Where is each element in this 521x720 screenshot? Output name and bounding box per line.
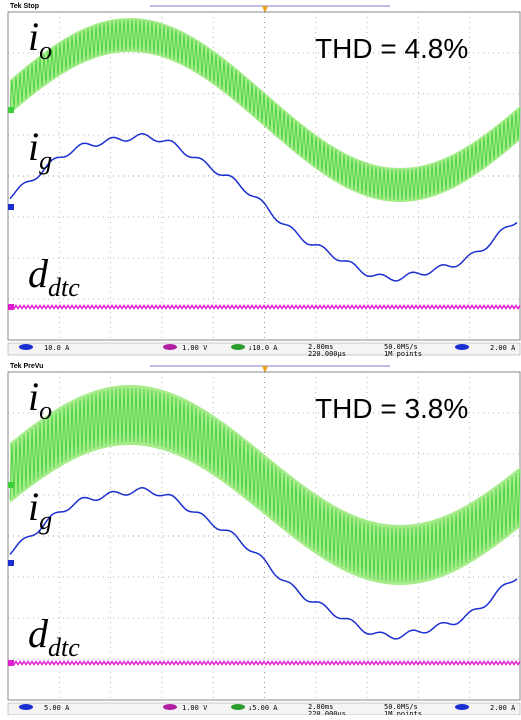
signal-label: ddtc: [28, 611, 80, 662]
signal-subscript: o: [39, 36, 52, 65]
record-length: 1M points: [384, 710, 422, 715]
signal-label: io: [28, 14, 52, 65]
signal-symbol: i: [28, 14, 39, 59]
signal-subscript: dtc: [48, 633, 80, 662]
record-length: 1M points: [384, 350, 422, 358]
delay: 220.000µs: [308, 710, 346, 715]
channel-marker: [8, 482, 14, 488]
signal-subscript: g: [39, 506, 52, 535]
ch3-badge: [163, 344, 177, 350]
ch4-badge: [231, 704, 245, 710]
signal-subscript: o: [39, 396, 52, 425]
channel-marker: [8, 107, 14, 113]
channel-marker: [8, 304, 14, 310]
signal-subscript: dtc: [48, 273, 80, 302]
trigger-badge: [455, 344, 469, 350]
ch1-badge: [19, 704, 33, 710]
signal-label: ddtc: [28, 251, 80, 302]
signal-label: ig: [28, 124, 52, 175]
trigger-level: 2.00 A: [490, 704, 516, 712]
ch4-badge: [231, 344, 245, 350]
trigger-badge: [455, 704, 469, 710]
ch1-scale: 10.0 A: [44, 344, 70, 352]
signal-label: ig: [28, 484, 52, 535]
channel-marker: [8, 204, 14, 210]
ch4-scale: ↓10.0 A: [248, 344, 278, 352]
signal-symbol: i: [28, 374, 39, 419]
channel-marker: [8, 560, 14, 566]
signal-symbol: i: [28, 484, 39, 529]
channel-marker: [8, 660, 14, 666]
scope-status: Tek Stop: [10, 3, 39, 10]
signal-label: io: [28, 374, 52, 425]
ddtc-waveform: [10, 662, 520, 665]
scope-status: Tek PreVu: [10, 363, 43, 370]
signal-symbol: d: [28, 251, 49, 296]
delay: 220.000µs: [308, 350, 346, 358]
ch3-scale: 1.00 V: [182, 704, 208, 712]
thd-label: THD = 4.8%: [315, 33, 468, 64]
ddtc-waveform: [10, 306, 520, 309]
ch4-scale: ↓5.00 A: [248, 704, 278, 712]
signal-symbol: i: [28, 124, 39, 169]
ch3-badge: [163, 704, 177, 710]
oscilloscope-figure: Tek StopioigddtcTHD = 4.8%10.0 A1.00 V↓1…: [0, 0, 521, 715]
ch1-badge: [19, 344, 33, 350]
thd-label: THD = 3.8%: [315, 393, 468, 424]
trigger-level: 2.00 A: [490, 344, 516, 352]
signal-subscript: g: [39, 146, 52, 175]
ch3-scale: 1.00 V: [182, 344, 208, 352]
signal-symbol: d: [28, 611, 49, 656]
ig-waveform: [10, 134, 517, 281]
ch1-scale: 5.00 A: [44, 704, 70, 712]
